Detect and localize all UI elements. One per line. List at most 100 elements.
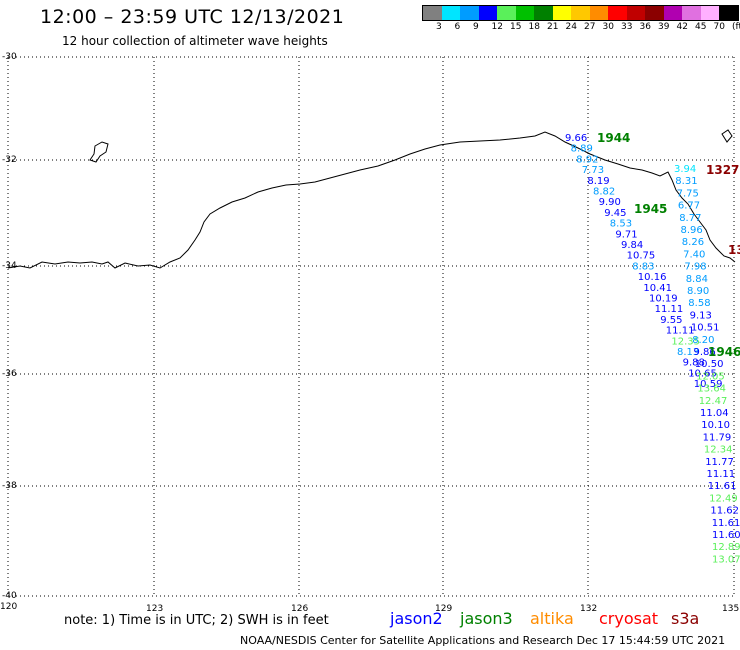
wave-height-value: 8.20 <box>692 335 714 346</box>
longitude-label: 135 <box>722 604 740 614</box>
pass-number-label: 13 <box>728 243 740 257</box>
wave-height-value: 12.34 <box>704 445 733 456</box>
longitude-label: 126 <box>291 604 309 614</box>
colorbar-label: 33 <box>621 22 633 32</box>
colorbar-label: 15 <box>510 22 522 32</box>
island-outline <box>721 129 733 143</box>
colorbar-label: 36 <box>639 22 651 32</box>
wave-height-value: 11.11 <box>655 304 684 315</box>
latitude-label: -34 <box>2 261 17 271</box>
colorbar-label: 42 <box>676 22 688 32</box>
wave-height-value: 9.71 <box>615 229 637 240</box>
map-title: 12:00 – 23:59 UTC 12/13/2021 <box>40 6 345 28</box>
wave-height-value: 7.40 <box>683 249 705 260</box>
colorbar-swatch <box>441 6 460 20</box>
wave-height-value: 9.84 <box>621 240 643 251</box>
wave-height-value: 9.66 <box>565 133 587 144</box>
wave-height-value: 13.64 <box>697 384 726 395</box>
longitude-label: 129 <box>435 604 453 614</box>
colorbar-label: 39 <box>658 22 670 32</box>
legend-item-altika: altika <box>530 609 574 628</box>
wave-height-value: 6.77 <box>678 201 700 212</box>
legend-item-cryosat: cryosat <box>599 609 659 628</box>
wave-height-value: 8.96 <box>681 225 703 236</box>
colorbar-swatch <box>589 6 608 20</box>
colorbar-label: 24 <box>565 22 577 32</box>
wave-height-value: 8.90 <box>687 286 709 297</box>
latitude-label: -36 <box>2 369 17 379</box>
wave-height-value: 8.26 <box>682 237 704 248</box>
wave-height-value: 10.41 <box>643 283 672 294</box>
wave-height-value: 11.61 <box>708 481 737 492</box>
wave-height-value: 8.84 <box>686 274 708 285</box>
colorbar-label: 45 <box>695 22 707 32</box>
wave-height-value: 11.11 <box>707 469 736 480</box>
colorbar-swatch <box>571 6 590 20</box>
longitude-label: 120 <box>0 602 18 612</box>
longitude-label: 123 <box>146 604 164 614</box>
colorbar-label: 9 <box>473 22 479 32</box>
colorbar-label: 6 <box>454 22 461 32</box>
wave-height-value: 10.16 <box>638 272 667 283</box>
wave-height-value: 11.04 <box>700 408 729 419</box>
wave-height-value: 10.75 <box>627 251 656 262</box>
wave-height-value: 10.19 <box>649 294 678 305</box>
wave-height-value: 9.88 <box>683 358 705 369</box>
colorbar-swatch <box>552 6 571 20</box>
wave-height-value: 13.07 <box>712 554 740 565</box>
wave-height-value: 11.11 <box>666 326 695 337</box>
colorbar-swatch <box>682 6 701 20</box>
wave-height-value: 8.77 <box>679 213 701 224</box>
wave-height-value: 8.19 <box>587 176 609 187</box>
wave-height-value: 8.92 <box>576 154 598 165</box>
pass-number-label: 1946 <box>708 345 740 359</box>
wave-height-value: 7.98 <box>684 262 706 273</box>
wave-height-value: 3.94 <box>674 164 696 175</box>
wave-height-value: 8.31 <box>675 176 697 187</box>
colorbar-swatch <box>719 6 738 20</box>
legend-item-jason2: jason2 <box>390 609 443 628</box>
colorbar-label: 30 <box>602 22 614 32</box>
latitude-label: -40 <box>2 591 17 601</box>
wave-height-value: 8.82 <box>593 187 615 198</box>
wave-height-value: 7.73 <box>582 165 604 176</box>
colorbar-label: 3 <box>436 22 442 32</box>
wave-height-value: 8.83 <box>632 261 654 272</box>
wave-height-value: 12.05 <box>696 371 725 382</box>
colorbar-swatch <box>423 6 442 20</box>
wave-height-value: 12.49 <box>709 493 738 504</box>
pass-number-label: 1945 <box>634 202 667 216</box>
wave-height-value: 12.47 <box>699 396 728 407</box>
wave-height-value: 9.55 <box>660 315 682 326</box>
wave-height-value: 8.53 <box>610 219 632 230</box>
wave-height-value: 10.50 <box>695 359 724 370</box>
wave-height-value: 10.51 <box>691 323 720 334</box>
island-outline <box>89 141 109 163</box>
graticule <box>7 56 735 597</box>
latitude-label: -32 <box>2 155 17 165</box>
colorbar-label: 27 <box>584 22 596 32</box>
colorbar-swatch <box>700 6 719 20</box>
wave-height-value: 11.60 <box>712 530 740 541</box>
coastline <box>7 131 736 269</box>
legend-item-s3a: s3a <box>671 609 700 628</box>
colorbar-label: 21 <box>547 22 559 32</box>
colorbar-swatch <box>478 6 497 20</box>
colorbar-label: 18 <box>528 22 540 32</box>
map-subtitle: 12 hour collection of altimeter wave hei… <box>62 34 328 48</box>
wave-height-value: 12.35 <box>671 336 700 347</box>
pass-number-label: 1327 <box>706 163 739 177</box>
colorbar-swatch <box>460 6 479 20</box>
wave-height-value: 9.45 <box>604 208 626 219</box>
wave-height-value: 12.89 <box>712 542 740 553</box>
colorbar-label: 12 <box>491 22 503 32</box>
colorbar-swatch <box>626 6 645 20</box>
wave-height-value: 10.10 <box>701 420 730 431</box>
wave-height-value: 9.13 <box>690 310 712 321</box>
footer-note: note: 1) Time is in UTC; 2) SWH is in fe… <box>64 613 329 628</box>
colorbar-swatch <box>534 6 553 20</box>
colorbar <box>422 5 739 21</box>
colorbar-label: (ft) <box>732 22 740 32</box>
